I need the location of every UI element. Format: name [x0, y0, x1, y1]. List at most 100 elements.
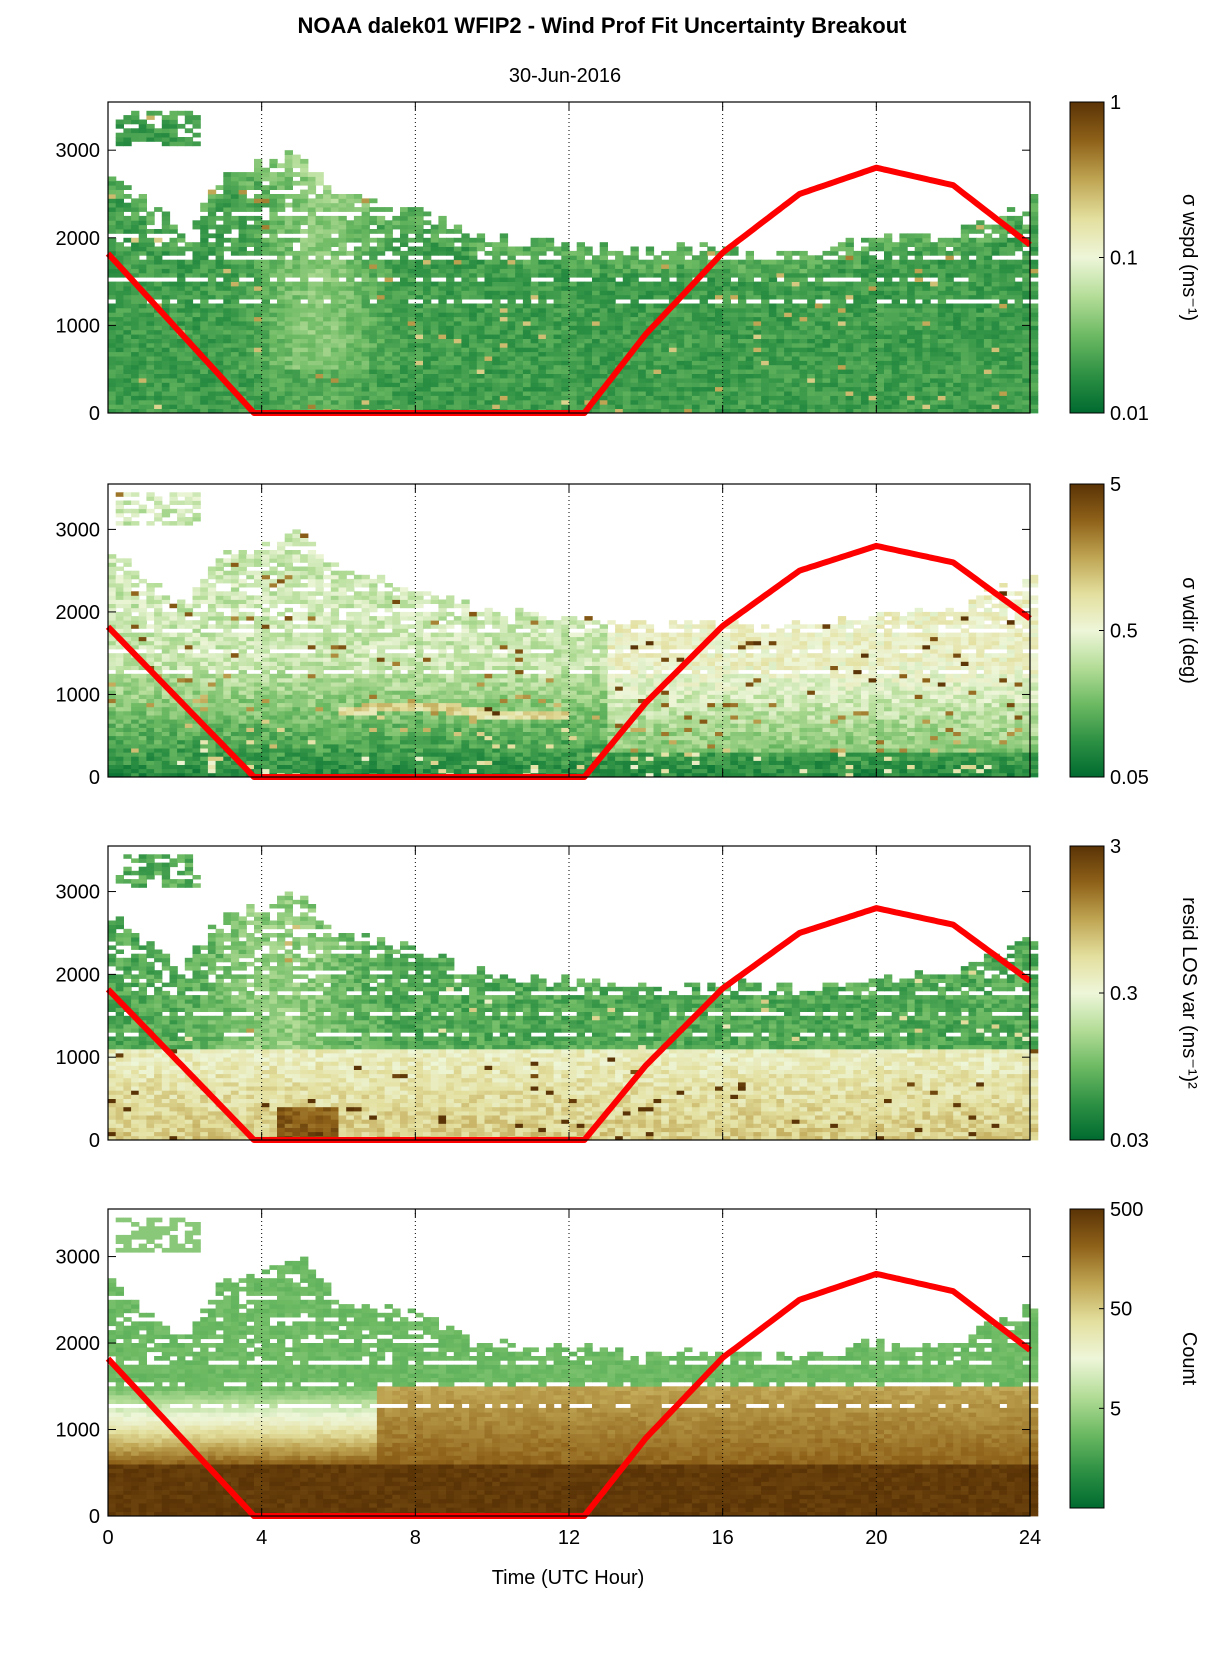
heatmap-cell: [822, 399, 831, 405]
heatmap-cell: [1022, 334, 1031, 339]
heatmap-cell: [430, 347, 439, 353]
heatmap-cell: [300, 277, 309, 282]
heatmap-cell: [200, 215, 209, 221]
heatmap-cell: [384, 347, 393, 353]
heatmap-cell: [661, 342, 670, 348]
heatmap-cell: [522, 364, 532, 370]
heatmap-cell: [430, 321, 439, 326]
heatmap-cell: [891, 281, 900, 287]
heatmap-cell: [246, 286, 255, 291]
heatmap-cell: [192, 255, 201, 261]
heatmap-cell: [338, 321, 347, 326]
heatmap-cell: [1030, 378, 1039, 383]
heatmap-cell: [922, 395, 931, 401]
heatmap-cell: [569, 360, 578, 366]
heatmap-cell: [661, 404, 670, 409]
heatmap-cell: [553, 386, 562, 392]
heatmap-cell: [638, 286, 647, 291]
heatmap-cell: [277, 250, 286, 256]
heatmap-cell: [423, 211, 432, 217]
heatmap-cell: [1030, 290, 1039, 296]
heatmap-cell: [745, 338, 754, 344]
heatmap-cell: [169, 334, 178, 339]
heatmap-cell: [799, 321, 808, 326]
heatmap-cell: [976, 321, 985, 326]
heatmap-cell: [837, 268, 847, 274]
heatmap-cell: [469, 268, 478, 274]
heatmap-cell: [945, 395, 954, 401]
heatmap-cell: [123, 321, 132, 326]
heatmap-cell: [569, 382, 578, 388]
heatmap-cell: [146, 290, 155, 296]
heatmap-cell: [461, 391, 470, 396]
heatmap-cell: [983, 325, 993, 331]
heatmap-cell: [868, 268, 877, 274]
heatmap-cell: [323, 220, 332, 226]
heatmap-cell: [753, 378, 762, 383]
heatmap-cell: [269, 399, 278, 405]
heatmap-cell: [254, 268, 263, 274]
heatmap-cell: [853, 264, 862, 269]
heatmap-cell: [315, 299, 324, 304]
heatmap-cell: [430, 224, 439, 230]
heatmap-cell: [638, 404, 647, 409]
heatmap-cell: [261, 303, 270, 309]
heatmap-cell: [277, 286, 286, 291]
heatmap-cell: [131, 264, 140, 269]
heatmap-cell: [353, 404, 363, 409]
heatmap-cell: [645, 364, 655, 370]
heatmap-cell: [230, 194, 240, 199]
heatmap-cell: [891, 356, 900, 361]
heatmap-cell: [545, 321, 555, 326]
heatmap-cell: [1030, 281, 1039, 287]
heatmap-cell: [661, 277, 670, 282]
heatmap-cell: [715, 404, 724, 409]
heatmap-cell: [837, 321, 847, 326]
heatmap-cell: [131, 220, 140, 226]
heatmap-cell: [622, 373, 632, 379]
heatmap-cell: [330, 360, 340, 366]
heatmap-cell: [814, 316, 824, 322]
heatmap-cell: [553, 325, 562, 331]
heatmap-cell: [507, 356, 516, 361]
heatmap-cell: [699, 334, 708, 339]
heatmap-cell: [108, 369, 117, 374]
heatmap-cell: [169, 272, 178, 278]
heatmap-cell: [899, 246, 908, 252]
heatmap-cell: [553, 347, 562, 353]
heatmap-cell: [699, 342, 708, 348]
heatmap-cell: [177, 237, 186, 243]
heatmap-cell: [423, 237, 432, 243]
heatmap-cell: [983, 342, 993, 348]
heatmap-cell: [184, 119, 194, 125]
heatmap-cell: [868, 391, 877, 396]
heatmap-cell: [784, 307, 793, 313]
heatmap-cell: [499, 351, 509, 357]
heatmap-cell: [154, 404, 163, 409]
heatmap-cell: [177, 286, 186, 291]
heatmap-cell: [907, 259, 916, 265]
heatmap-cell: [630, 250, 639, 256]
heatmap-cell: [615, 382, 624, 388]
heatmap-cell: [407, 224, 416, 230]
heatmap-cell: [545, 272, 555, 278]
heatmap-cell: [861, 264, 870, 269]
heatmap-cell: [200, 246, 209, 252]
heatmap-cell: [691, 259, 701, 265]
heatmap-cell: [430, 281, 439, 287]
heatmap-cell: [415, 347, 424, 353]
heatmap-cell: [676, 268, 685, 274]
heatmap-cell: [277, 202, 286, 208]
heatmap-cell: [269, 307, 278, 313]
heatmap-cell: [830, 316, 839, 322]
heatmap-cell: [1006, 347, 1016, 353]
heatmap-cell: [615, 255, 624, 261]
heatmap-cell: [776, 307, 785, 313]
heatmap-cell: [937, 382, 947, 388]
heatmap-cell: [200, 334, 209, 339]
heatmap-cell: [284, 167, 293, 173]
heatmap-cell: [476, 246, 486, 252]
heatmap-cell: [161, 356, 171, 361]
heatmap-cell: [891, 259, 900, 265]
heatmap-cell: [407, 356, 416, 361]
